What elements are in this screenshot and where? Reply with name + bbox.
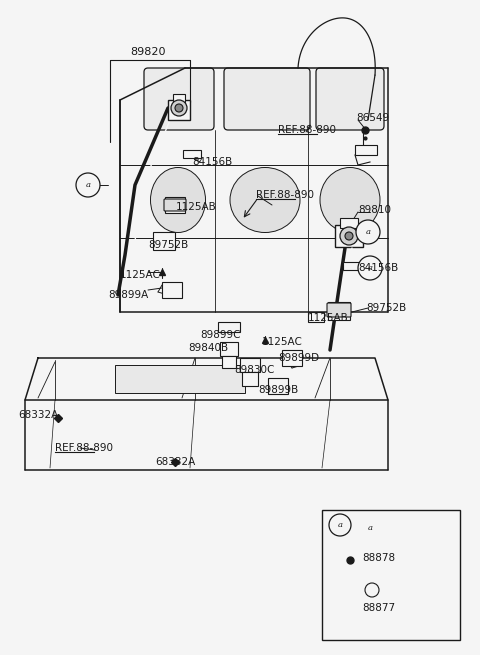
Circle shape [175, 104, 183, 112]
Text: 84156B: 84156B [192, 157, 232, 167]
Bar [218, 322, 240, 332]
Bar [168, 100, 190, 120]
Circle shape [345, 232, 353, 240]
Text: REF.88-890: REF.88-890 [55, 443, 113, 453]
Bar [335, 225, 363, 247]
Text: 68332A: 68332A [155, 457, 195, 467]
Bar [355, 145, 377, 155]
Text: 1125AB: 1125AB [176, 202, 217, 212]
Bar [153, 232, 175, 250]
Bar [220, 342, 238, 356]
Ellipse shape [320, 168, 380, 233]
Bar [268, 378, 288, 394]
Bar [343, 262, 361, 270]
Bar [328, 302, 350, 320]
Ellipse shape [230, 168, 300, 233]
Text: 89752B: 89752B [366, 303, 406, 313]
Text: a: a [365, 228, 371, 236]
Text: 89899A: 89899A [108, 290, 148, 300]
Bar [183, 150, 201, 158]
Text: a: a [368, 264, 372, 272]
Text: 88877: 88877 [362, 603, 395, 613]
Text: 89840B: 89840B [188, 343, 228, 353]
Circle shape [329, 514, 351, 536]
Bar [173, 94, 185, 102]
Text: 89899D: 89899D [278, 353, 319, 363]
Text: 68332A: 68332A [18, 410, 58, 420]
Text: 89830C: 89830C [234, 365, 275, 375]
Bar [322, 510, 460, 640]
Circle shape [356, 220, 380, 244]
Bar [242, 372, 258, 386]
Circle shape [340, 227, 358, 245]
Circle shape [76, 173, 100, 197]
Text: 1125AC: 1125AC [120, 270, 161, 280]
Bar [115, 365, 245, 393]
Bar [308, 312, 324, 322]
Text: 1125AB: 1125AB [308, 313, 349, 323]
FancyBboxPatch shape [164, 199, 186, 211]
Text: 89752B: 89752B [148, 240, 188, 250]
Bar [340, 218, 358, 228]
Text: 89899C: 89899C [200, 330, 240, 340]
Circle shape [358, 256, 382, 280]
Text: 89810: 89810 [358, 205, 391, 215]
FancyBboxPatch shape [224, 68, 310, 130]
Text: 84156B: 84156B [358, 263, 398, 273]
Bar [240, 358, 260, 372]
Text: a: a [85, 181, 91, 189]
Text: a: a [368, 524, 372, 532]
Bar [165, 197, 185, 213]
FancyBboxPatch shape [316, 68, 384, 130]
FancyBboxPatch shape [144, 68, 214, 130]
FancyBboxPatch shape [327, 303, 351, 317]
Text: REF.88-890: REF.88-890 [256, 190, 314, 200]
Bar [162, 282, 182, 298]
Ellipse shape [151, 168, 205, 233]
Text: REF.88-890: REF.88-890 [278, 125, 336, 135]
Text: 86549: 86549 [356, 113, 389, 123]
Text: 89820: 89820 [130, 47, 166, 57]
Bar [222, 356, 236, 368]
Circle shape [358, 516, 382, 540]
Text: a: a [337, 521, 343, 529]
Bar [355, 568, 369, 588]
Circle shape [171, 100, 187, 116]
Text: 88878: 88878 [362, 553, 395, 563]
Bar [282, 350, 302, 366]
Text: 89899B: 89899B [258, 385, 298, 395]
Text: 1125AC: 1125AC [262, 337, 303, 347]
